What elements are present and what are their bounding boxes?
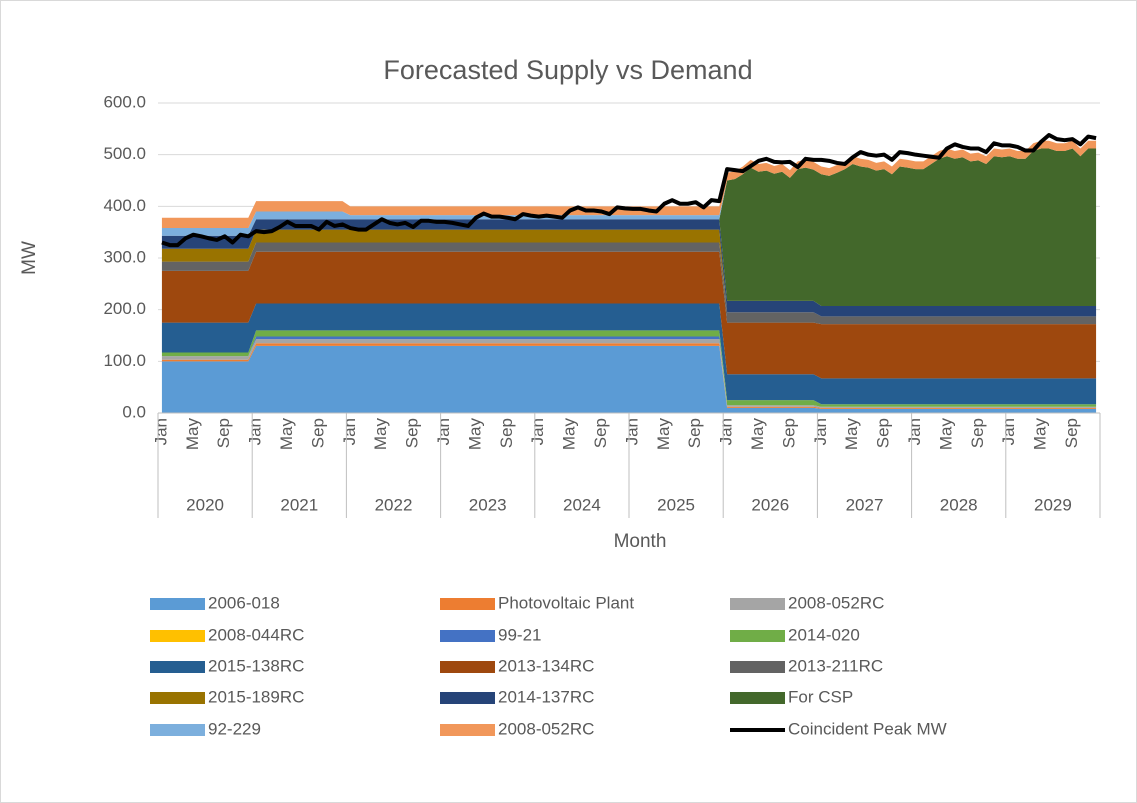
legend-label: 2015-189RC	[208, 687, 304, 706]
x-tick-label: May	[277, 418, 296, 451]
legend-label: Coincident Peak MW	[788, 719, 947, 738]
y-tick-label: 600.0	[103, 92, 146, 111]
y-tick-label: 100.0	[103, 351, 146, 370]
x-tick-label: Jan	[434, 418, 453, 445]
legend-swatch	[730, 661, 785, 673]
legend-swatch	[440, 724, 495, 736]
y-tick-label: 200.0	[103, 299, 146, 318]
legend-swatch	[150, 661, 205, 673]
legend-swatch	[440, 630, 495, 642]
y-tick-label: 300.0	[103, 247, 146, 266]
x-tick-label: Jan	[905, 418, 924, 445]
x-tick-label: Sep	[779, 418, 798, 448]
x-tick-label: Sep	[214, 418, 233, 448]
legend-swatch	[730, 598, 785, 610]
x-tick-label: Jan	[528, 418, 547, 445]
x-tick-label: Sep	[1062, 418, 1081, 448]
legend-swatch	[150, 630, 205, 642]
x-tick-label: Jan	[151, 418, 170, 445]
legend-label: 92-229	[208, 719, 261, 738]
legend-label: 2014-020	[788, 625, 860, 644]
y-axis-title: MW	[19, 241, 40, 275]
x-tick-label: Sep	[497, 418, 516, 448]
x-tick-label: Sep	[591, 418, 610, 448]
legend-swatch	[150, 692, 205, 704]
x-tick-label: Jan	[999, 418, 1018, 445]
x-group-label: 2028	[940, 495, 978, 514]
x-tick-label: Sep	[403, 418, 422, 448]
legend-swatch	[440, 661, 495, 673]
chart-title: Forecasted Supply vs Demand	[383, 55, 752, 85]
x-tick-label: May	[842, 418, 861, 451]
x-tick-label: May	[465, 418, 484, 451]
area	[161, 148, 1097, 307]
legend-label: For CSP	[788, 687, 853, 706]
legend-label: 2008-052RC	[788, 593, 884, 612]
x-tick-label: Sep	[308, 418, 327, 448]
legend-label: 2013-211RC	[788, 656, 883, 675]
x-tick-label: May	[936, 418, 955, 451]
x-tick-label: Jan	[246, 418, 265, 445]
legend-label: 2006-018	[208, 593, 280, 612]
legend-swatch	[730, 630, 785, 642]
y-tick-label: 500.0	[103, 144, 146, 163]
x-tick-label: May	[748, 418, 767, 451]
area	[161, 345, 1097, 413]
x-tick-label: May	[183, 418, 202, 451]
y-tick-label: 400.0	[103, 196, 146, 215]
x-tick-label: May	[560, 418, 579, 451]
legend-swatch	[150, 724, 205, 736]
x-group-label: 2024	[563, 495, 601, 514]
x-tick-label: Jan	[340, 418, 359, 445]
area	[161, 148, 1097, 236]
x-tick-label: Jan	[622, 418, 641, 445]
x-tick-label: Sep	[685, 418, 704, 448]
x-group-label: 2022	[375, 495, 413, 514]
area	[161, 251, 1097, 379]
legend-label: 2008-044RC	[208, 625, 304, 644]
x-group-label: 2026	[751, 495, 789, 514]
x-tick-label: May	[1031, 418, 1050, 451]
x-group-label: 2020	[186, 495, 224, 514]
area	[161, 303, 1097, 405]
legend-swatch	[730, 692, 785, 704]
x-group-label: 2027	[846, 495, 884, 514]
x-axis-title: Month	[614, 531, 667, 552]
area	[161, 242, 1097, 325]
x-group-label: 2023	[469, 495, 507, 514]
legend-swatch	[440, 598, 495, 610]
x-group-label: 2029	[1034, 495, 1072, 514]
legend-swatch	[440, 692, 495, 704]
legend-label: 99-21	[498, 625, 541, 644]
legend-label: Photovoltaic Plant	[498, 593, 634, 612]
x-tick-label: Sep	[874, 418, 893, 448]
area	[161, 140, 1097, 229]
legend-label: 2013-134RC	[498, 656, 594, 675]
legend-label: 2008-052RC	[498, 719, 594, 738]
y-tick-label: 0.0	[122, 402, 146, 421]
area	[161, 330, 1097, 407]
area	[161, 219, 1097, 317]
x-tick-label: Jan	[811, 418, 830, 445]
line	[161, 133, 1097, 248]
x-tick-label: May	[654, 418, 673, 451]
x-tick-label: May	[371, 418, 390, 451]
x-tick-label: Sep	[968, 418, 987, 448]
legend-label: 2014-137RC	[498, 687, 594, 706]
x-group-label: 2021	[280, 495, 318, 514]
x-group-label: 2025	[657, 495, 695, 514]
legend-label: 2015-138RC	[208, 656, 304, 675]
area	[161, 229, 1097, 317]
x-tick-label: Jan	[717, 418, 736, 445]
legend-swatch	[150, 598, 205, 610]
